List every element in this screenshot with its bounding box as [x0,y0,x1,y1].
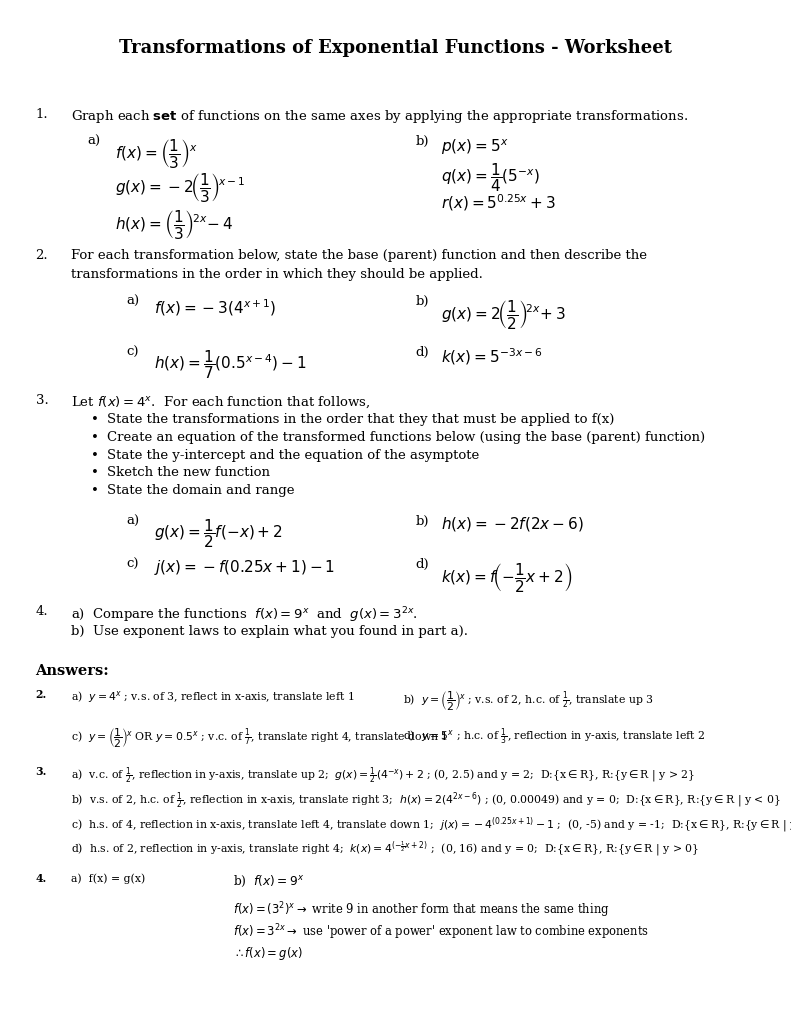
Text: $g(x)=2\!\left(\dfrac{1}{2}\right)^{\!2x}\!+3$: $g(x)=2\!\left(\dfrac{1}{2}\right)^{\!2x… [441,298,566,331]
Text: •: • [91,449,99,462]
Text: $j(x)=-f(0.25x+1)-1$: $j(x)=-f(0.25x+1)-1$ [154,558,335,578]
Text: d): d) [415,558,429,571]
Text: 2.: 2. [36,249,48,262]
Text: $g(x)=-2\!\left(\dfrac{1}{3}\right)^{\!x-1}$: $g(x)=-2\!\left(\dfrac{1}{3}\right)^{\!x… [115,171,245,204]
Text: 3.: 3. [36,394,48,408]
Text: $f(x)=3^{2x} \rightarrow$ use 'power of a power' exponent law to combine exponen: $f(x)=3^{2x} \rightarrow$ use 'power of … [233,923,649,942]
Text: 4.: 4. [36,605,48,618]
Text: b)  v.s. of 2, h.c. of $\frac{1}{2}$, reflection in x-axis, translate right 3;  : b) v.s. of 2, h.c. of $\frac{1}{2}$, ref… [71,791,781,812]
Text: c)  h.s. of 4, reflection in x-axis, translate left 4, translate down 1;  $j(x)=: c) h.s. of 4, reflection in x-axis, tran… [71,815,791,835]
Text: $r(x)=5^{0.25x}+3$: $r(x)=5^{0.25x}+3$ [441,193,556,213]
Text: $k(x)=f\!\left(-\dfrac{1}{2}x+2\right)$: $k(x)=f\!\left(-\dfrac{1}{2}x+2\right)$ [441,561,573,594]
Text: b)  $y=\left(\dfrac{1}{2}\right)^{\!x}$ ; v.s. of 2, h.c. of $\frac{1}{2}$, tran: b) $y=\left(\dfrac{1}{2}\right)^{\!x}$ ;… [403,689,654,713]
Text: •: • [91,484,99,498]
Text: For each transformation below, state the base (parent) function and then describ: For each transformation below, state the… [71,249,647,262]
Text: $f(x)=(3^2)^x \rightarrow$ write 9 in another form that means the same thing: $f(x)=(3^2)^x \rightarrow$ write 9 in an… [233,900,610,920]
Text: 3.: 3. [36,766,47,777]
Text: a)  Compare the functions  $f(x)=9^x$  and  $g(x)=3^{2x}$.: a) Compare the functions $f(x)=9^x$ and … [71,605,418,625]
Text: Transformations of Exponential Functions - Worksheet: Transformations of Exponential Functions… [119,39,672,56]
Text: Answers:: Answers: [36,664,109,678]
Text: b)  $f(x)=9^x$: b) $f(x)=9^x$ [233,873,305,889]
Text: c): c) [127,558,139,571]
Text: •: • [91,466,99,479]
Text: d)  h.s. of 2, reflection in y-axis, translate right 4;  $k(x)=4^{(-\frac{1}{2}x: d) h.s. of 2, reflection in y-axis, tran… [71,840,699,858]
Text: •: • [91,430,99,443]
Text: •: • [91,413,99,426]
Text: 4.: 4. [36,873,47,885]
Text: Let $f(x)=4^x$.  For each function that follows,: Let $f(x)=4^x$. For each function that f… [71,394,370,410]
Text: $p(x)=5^x$: $p(x)=5^x$ [441,137,509,157]
Text: Graph each $\mathbf{set}$ of functions on the same axes by applying the appropri: Graph each $\mathbf{set}$ of functions o… [71,108,688,125]
Text: 2.: 2. [36,689,47,700]
Text: c)  $y=\left(\dfrac{1}{2}\right)^{\!x}$ OR $y=0.5^x$ ; v.c. of $\frac{1}{7}$, tr: c) $y=\left(\dfrac{1}{2}\right)^{\!x}$ O… [71,727,448,751]
Text: $q(x)=\dfrac{1}{4}(5^{-x})$: $q(x)=\dfrac{1}{4}(5^{-x})$ [441,161,540,194]
Text: c): c) [127,346,139,359]
Text: $h(x)=\left(\dfrac{1}{3}\right)^{\!2x}\!-4$: $h(x)=\left(\dfrac{1}{3}\right)^{\!2x}\!… [115,208,233,241]
Text: State the transformations in the order that they that must be applied to f(x): State the transformations in the order t… [107,413,614,426]
Text: State the domain and range: State the domain and range [107,484,294,498]
Text: $h(x)=-2f(2x-6)$: $h(x)=-2f(2x-6)$ [441,515,585,534]
Text: b)  Use exponent laws to explain what you found in part a).: b) Use exponent laws to explain what you… [71,625,468,638]
Text: $f(x)=-3(4^{x+1})$: $f(x)=-3(4^{x+1})$ [154,297,277,317]
Text: a): a) [127,295,140,308]
Text: 1.: 1. [36,108,48,121]
Text: d)  $y=5^x$ ; h.c. of $\frac{1}{3}$, reflection in y-axis, translate left 2: d) $y=5^x$ ; h.c. of $\frac{1}{3}$, refl… [403,727,706,749]
Text: $f(x)=\left(\dfrac{1}{3}\right)^x$: $f(x)=\left(\dfrac{1}{3}\right)^x$ [115,137,198,170]
Text: Sketch the new function: Sketch the new function [107,466,270,479]
Text: b): b) [415,295,429,308]
Text: d): d) [415,346,429,359]
Text: $\therefore f(x)=g(x)$: $\therefore f(x)=g(x)$ [233,945,303,963]
Text: b): b) [415,515,429,528]
Text: b): b) [415,135,429,148]
Text: State the y-intercept and the equation of the asymptote: State the y-intercept and the equation o… [107,449,479,462]
Text: $h(x)=\dfrac{1}{7}(0.5^{x-4})-1$: $h(x)=\dfrac{1}{7}(0.5^{x-4})-1$ [154,348,307,381]
Text: $g(x)=\dfrac{1}{2}f(-x)+2$: $g(x)=\dfrac{1}{2}f(-x)+2$ [154,517,283,550]
Text: a)  v.c. of $\frac{1}{2}$, reflection in y-axis, translate up 2;  $g(x)=\frac{1}: a) v.c. of $\frac{1}{2}$, reflection in … [71,766,695,787]
Text: a)  f(x) = g(x): a) f(x) = g(x) [71,873,146,884]
Text: Create an equation of the transformed functions below (using the base (parent) f: Create an equation of the transformed fu… [107,430,705,443]
Text: $k(x)=5^{-3x-6}$: $k(x)=5^{-3x-6}$ [441,346,543,367]
Text: a)  $y=4^x$ ; v.s. of 3, reflect in x-axis, translate left 1: a) $y=4^x$ ; v.s. of 3, reflect in x-axi… [71,689,355,705]
Text: a): a) [127,515,140,528]
Text: transformations in the order in which they should be applied.: transformations in the order in which th… [71,268,483,282]
Text: a): a) [87,135,100,148]
